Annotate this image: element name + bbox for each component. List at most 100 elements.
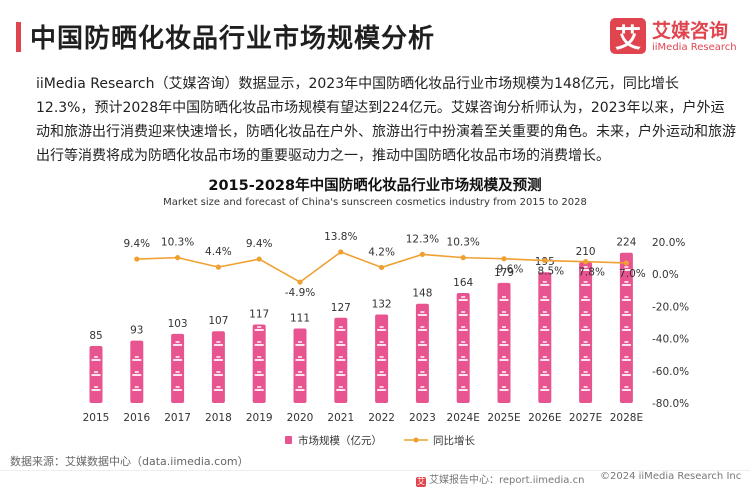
bar-2020 xyxy=(293,328,307,403)
bar-segment-cap xyxy=(461,341,466,343)
x-tick-label: 2028E xyxy=(610,412,643,424)
bar-segment-divider xyxy=(621,389,631,391)
growth-rate-label: 4.2% xyxy=(368,246,395,258)
bar-segment-cap xyxy=(175,371,180,373)
bar-segment-divider xyxy=(254,329,264,331)
bar-segment-divider xyxy=(417,329,427,331)
x-tick-label: 2024E xyxy=(447,412,480,424)
bar-value-label: 127 xyxy=(331,302,351,314)
bar-segment-cap xyxy=(420,386,425,388)
x-tick-label: 2023 xyxy=(409,412,436,424)
bar-segment-divider xyxy=(295,374,305,376)
bar-value-label: 111 xyxy=(290,313,310,325)
bar-segment-cap xyxy=(542,356,547,358)
bar-segment-divider xyxy=(213,389,223,391)
bar-segment-divider xyxy=(540,299,550,301)
bar-segment-cap xyxy=(257,371,262,373)
bar-segment-cap xyxy=(461,386,466,388)
chart-title: 2015-2028年中国防晒化妆品行业市场规模及预测 xyxy=(208,178,542,194)
bar-segment-cap xyxy=(216,356,221,358)
bar-segment-cap xyxy=(542,371,547,373)
bar-segment-divider xyxy=(254,359,264,361)
legend-line-marker xyxy=(413,437,419,443)
bar-segment-divider xyxy=(621,329,631,331)
title-accent-bar xyxy=(16,22,21,52)
growth-rate-point xyxy=(501,256,507,262)
bar-segment-cap xyxy=(624,266,629,268)
bar-segment-divider xyxy=(581,329,591,331)
bar-segment-cap xyxy=(420,326,425,328)
bar-value-label: 107 xyxy=(208,315,228,327)
bar-segment-cap xyxy=(542,311,547,313)
bar-segment-cap xyxy=(583,266,588,268)
growth-rate-label: 7.8% xyxy=(578,267,605,279)
bar-segment-cap xyxy=(298,386,302,388)
bar-segment-cap xyxy=(134,356,139,358)
bar-segment-cap xyxy=(624,356,629,358)
bar-segment-cap xyxy=(216,386,221,388)
page-title: 中国防晒化妆品行业市场规模分析 xyxy=(30,24,436,54)
bar-segment-cap xyxy=(257,356,262,358)
right-tick-label: -40.0% xyxy=(652,334,689,346)
bar-segment-cap xyxy=(420,371,425,373)
bar-segment-divider xyxy=(458,299,468,301)
footer-report-center: 艾艾媒报告中心：report.iimedia.cn xyxy=(416,471,584,487)
bar-segment-divider xyxy=(173,374,183,376)
bar-segment-divider xyxy=(540,284,550,286)
bar-segment-divider xyxy=(91,389,101,391)
bar-segment-divider xyxy=(377,329,387,331)
bar-segment-divider xyxy=(499,329,509,331)
bar-segment-cap xyxy=(624,341,629,343)
bar-value-label: 148 xyxy=(412,288,432,300)
bar-segment-divider xyxy=(581,314,591,316)
x-tick-label: 2015 xyxy=(83,412,110,424)
growth-rate-point xyxy=(460,255,466,261)
bar-segment-divider xyxy=(621,359,631,361)
bar-segment-divider xyxy=(336,329,346,331)
bar-segment-divider xyxy=(173,344,183,346)
bar-segment-cap xyxy=(583,296,588,298)
bar-segment-divider xyxy=(173,389,183,391)
bar-2026E xyxy=(538,272,552,403)
bar-segment-divider xyxy=(213,344,223,346)
bar-segment-cap xyxy=(134,371,139,373)
right-tick-label: -80.0% xyxy=(652,398,689,410)
footer-copyright: ©2024 iiMedia Research Inc xyxy=(600,471,742,482)
brand-logo-cn: 艾媒咨询 xyxy=(652,20,729,42)
bar-segment-divider xyxy=(540,389,550,391)
bar-segment-cap xyxy=(624,326,629,328)
data-source-note: 数据来源：艾媒数据中心（data.iimedia.com） xyxy=(10,455,249,468)
growth-rate-point xyxy=(215,264,221,270)
bar-segment-cap xyxy=(502,371,506,373)
bar-segment-divider xyxy=(621,269,631,271)
bar-segment-divider xyxy=(336,389,346,391)
bar-2022 xyxy=(375,314,389,403)
bar-segment-cap xyxy=(94,386,98,388)
bar-segment-divider xyxy=(458,329,468,331)
bar-segment-cap xyxy=(379,356,384,358)
bar-segment-cap xyxy=(502,386,506,388)
bar-segment-divider xyxy=(132,359,142,361)
bar-segment-divider xyxy=(458,374,468,376)
bar-segment-cap xyxy=(338,371,343,373)
bar-segment-divider xyxy=(499,299,509,301)
x-tick-label: 2025E xyxy=(487,412,520,424)
bar-segment-cap xyxy=(175,341,180,343)
bar-2023 xyxy=(415,303,429,403)
bar-segment-cap xyxy=(94,356,98,358)
bar-segment-divider xyxy=(499,359,509,361)
bar-value-label: 93 xyxy=(130,325,143,337)
bar-value-label: 117 xyxy=(249,309,269,321)
bar-segment-cap xyxy=(94,371,98,373)
growth-rate-label: 9.6% xyxy=(497,264,524,276)
bar-segment-divider xyxy=(621,299,631,301)
bar-value-label: 132 xyxy=(372,298,392,310)
bar-segment-cap xyxy=(298,371,302,373)
bar-segment-cap xyxy=(583,356,588,358)
right-tick-label: 0.0% xyxy=(652,269,679,281)
bar-segment-divider xyxy=(377,344,387,346)
brand-logo: 艾 艾媒咨询 iiMedia Research xyxy=(610,14,738,58)
bar-segment-divider xyxy=(295,344,305,346)
bar-segment-cap xyxy=(583,281,588,283)
bar-segment-divider xyxy=(540,344,550,346)
